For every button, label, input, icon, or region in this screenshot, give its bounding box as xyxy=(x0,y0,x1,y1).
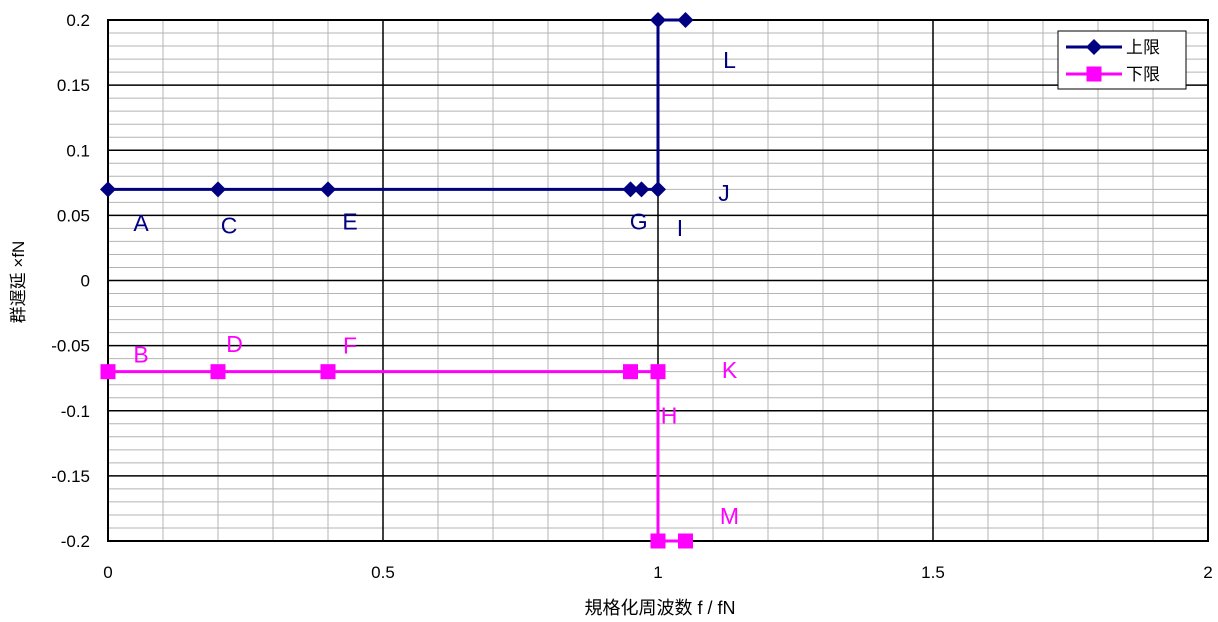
point-label: H xyxy=(661,403,678,429)
data-point xyxy=(650,181,666,198)
y-tick-label: -0.2 xyxy=(61,532,90,551)
point-label: M xyxy=(720,503,739,529)
point-label: L xyxy=(723,47,736,73)
y-tick-label: 0.1 xyxy=(66,141,90,160)
axis-ticks: 0 0.5 1 1.5 2 0.2 0.15 0.1 0.05 0 -0.05 -0.1 -0.15 -0… xyxy=(51,11,1212,582)
data-point xyxy=(320,181,336,198)
x-tick-label: 1.5 xyxy=(921,563,945,582)
data-point xyxy=(320,364,336,380)
data-point xyxy=(650,533,666,549)
data-point xyxy=(677,12,694,28)
point-label: E xyxy=(342,209,357,235)
data-point xyxy=(650,12,666,28)
data-point xyxy=(623,364,638,380)
point-label: G xyxy=(630,209,648,235)
legend-marker xyxy=(1086,39,1102,55)
legend-label: 上限 xyxy=(1126,38,1160,57)
y-tick-label: 0.2 xyxy=(66,11,90,30)
point-label: K xyxy=(722,357,738,383)
y-tick-label: -0.05 xyxy=(51,337,90,356)
data-point xyxy=(100,181,116,198)
x-tick-label: 0.5 xyxy=(371,563,395,582)
y-tick-label: 0.05 xyxy=(57,206,90,225)
y-axis-title: 群遅延 ×fN xyxy=(9,241,28,324)
series-layer xyxy=(100,12,694,549)
series-upper xyxy=(100,12,694,198)
legend-item: 上限 xyxy=(1066,38,1160,57)
legend-item: 下限 xyxy=(1066,65,1160,84)
data-point xyxy=(633,181,650,198)
x-axis-title: 規格化周波数 f / fN xyxy=(584,598,735,618)
y-tick-label: -0.1 xyxy=(61,402,90,421)
point-annotations: A C E G I J L B D F K H M xyxy=(133,47,739,529)
data-point xyxy=(100,364,116,380)
x-tick-label: 2 xyxy=(1203,563,1212,582)
data-point xyxy=(210,364,226,380)
y-tick-label: -0.15 xyxy=(51,467,90,486)
x-tick-label: 1 xyxy=(653,563,662,582)
series-lower xyxy=(100,364,693,549)
data-point xyxy=(678,533,693,549)
legend-marker xyxy=(1086,66,1102,82)
x-tick-label: 0 xyxy=(103,563,112,582)
point-label: F xyxy=(343,332,357,358)
data-point xyxy=(622,181,639,198)
y-tick-label: 0 xyxy=(81,272,90,291)
data-point xyxy=(650,364,666,380)
data-point xyxy=(210,181,226,198)
point-label: D xyxy=(226,331,243,357)
legend-box xyxy=(1057,30,1187,90)
point-label: I xyxy=(677,215,683,241)
point-label: B xyxy=(133,341,148,367)
point-label: C xyxy=(221,212,238,238)
y-tick-label: 0.15 xyxy=(57,76,90,95)
legend-label: 下限 xyxy=(1126,65,1160,84)
point-label: A xyxy=(133,210,149,236)
point-label: J xyxy=(718,180,730,206)
